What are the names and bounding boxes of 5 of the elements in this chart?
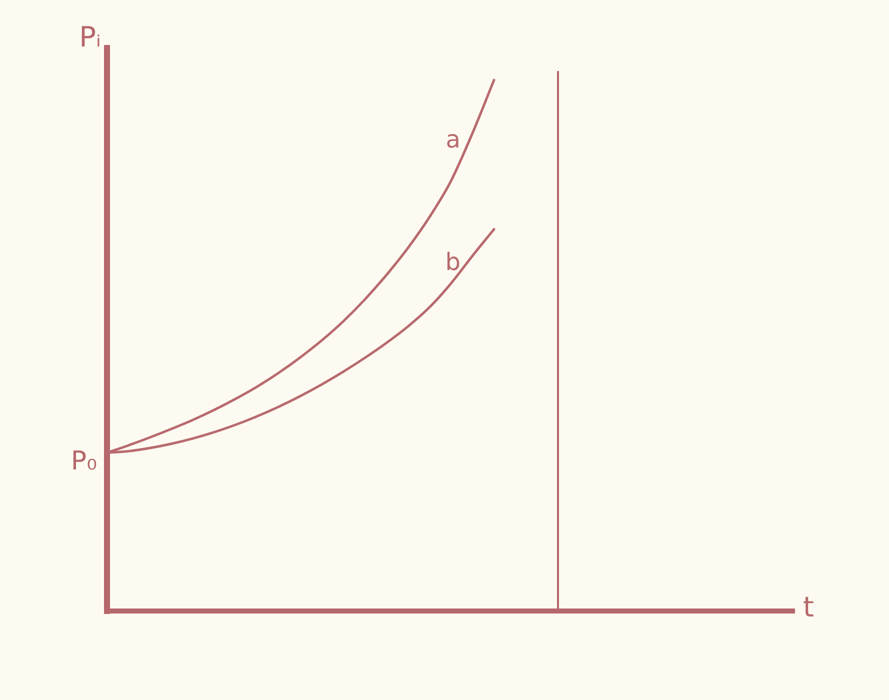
series-label: b bbox=[445, 248, 460, 276]
x-axis-title: t bbox=[803, 590, 814, 624]
text: P₀ bbox=[70, 446, 97, 477]
series-label: a bbox=[446, 125, 460, 154]
y-axis-title: Pᵢ bbox=[79, 20, 101, 54]
